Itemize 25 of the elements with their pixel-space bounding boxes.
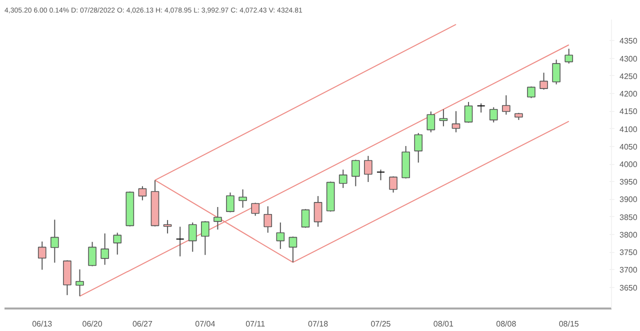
x-tick-label: 06/20 (82, 320, 103, 328)
y-tick-label: 4050 (620, 142, 638, 152)
x-tick-label: 08/01 (433, 320, 454, 328)
y-tick-label: 4350 (620, 36, 638, 46)
x-tick-label: 06/27 (132, 320, 154, 328)
x-tick-label: 07/04 (195, 320, 216, 328)
x-tick-label: 07/11 (246, 320, 266, 328)
x-tick-label: 08/08 (496, 320, 517, 328)
y-tick-label: 4100 (620, 124, 638, 134)
y-tick-label: 3950 (620, 178, 638, 187)
x-tick-label: 07/18 (308, 320, 329, 328)
y-tick-label: 3650 (620, 283, 638, 292)
x-tick-label: 07/25 (370, 320, 392, 328)
y-tick-label: 3900 (620, 195, 638, 204)
x-tick-label: 06/13 (32, 320, 53, 328)
y-tick-label: 4300 (620, 54, 638, 64)
y-tick-label: 3700 (620, 266, 638, 275)
y-tick-label: 4000 (620, 160, 638, 169)
y-tick-label: 3850 (620, 212, 638, 222)
y-tick-label: 3750 (620, 248, 638, 258)
y-tick-label: 3800 (620, 230, 638, 240)
x-tick-label: 08/15 (558, 320, 580, 328)
y-tick-label: 4200 (620, 90, 638, 99)
y-tick-label: 4250 (620, 72, 638, 81)
y-tick-label: 4150 (620, 107, 638, 116)
